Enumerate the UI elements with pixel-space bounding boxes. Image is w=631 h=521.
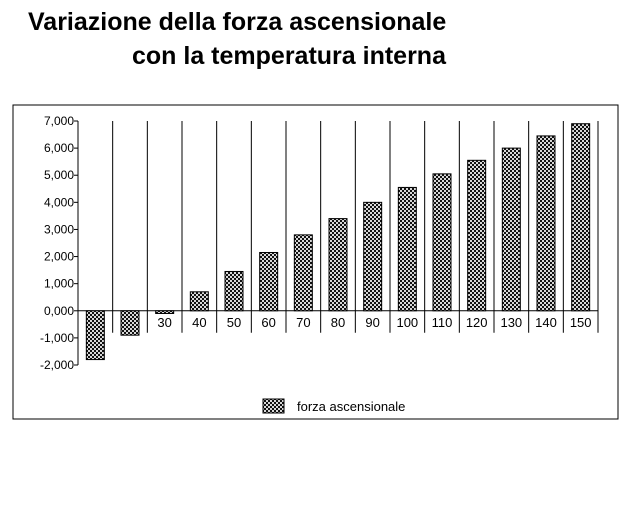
y-tick-label: 1,000 — [44, 277, 74, 291]
x-tick-label: 110 — [432, 315, 453, 330]
y-tick-label: 0,000 — [44, 304, 74, 318]
bar — [328, 218, 348, 312]
y-tick-label: 2,000 — [44, 250, 74, 264]
bar — [432, 173, 452, 312]
y-tick-label: 6,000 — [44, 141, 74, 155]
bar — [397, 186, 417, 312]
x-tick-label: 60 — [261, 315, 275, 330]
x-tick-label-bg — [294, 314, 313, 330]
y-tick-label: 7,000 — [44, 114, 74, 128]
x-tick-label-bg — [429, 314, 455, 330]
bar — [120, 310, 140, 336]
y-tick-label: -2,000 — [40, 358, 74, 372]
x-tick-label-bg — [464, 314, 490, 330]
x-tick-label-bg — [155, 314, 174, 330]
y-tick-label: 4,000 — [44, 195, 74, 209]
bar — [189, 291, 209, 312]
bar — [259, 251, 279, 312]
x-tick-label: 70 — [296, 315, 310, 330]
chart-title-line-1: Variazione della forza ascensionale — [28, 8, 447, 36]
x-tick-label: 100 — [396, 315, 418, 330]
legend-swatch — [262, 398, 285, 414]
bar — [224, 270, 244, 312]
x-tick-label: 50 — [227, 315, 241, 330]
x-tick-label-bg — [394, 314, 420, 330]
bar — [536, 135, 556, 312]
x-tick-label-bg — [533, 314, 559, 330]
x-tick-label: 130 — [500, 315, 522, 330]
bar — [85, 310, 105, 361]
x-tick-label: 80 — [331, 315, 345, 330]
x-tick-label-bg — [498, 314, 524, 330]
chart-frame — [12, 104, 619, 420]
bar — [363, 201, 383, 312]
x-tick-label-bg — [363, 314, 382, 330]
bar — [571, 123, 591, 312]
x-tick-label-bg — [329, 314, 347, 330]
bar — [501, 147, 521, 312]
x-tick-label: 90 — [365, 315, 379, 330]
x-tick-label: 30 — [157, 315, 171, 330]
y-tick-label: 3,000 — [44, 222, 74, 236]
x-tick-label: 120 — [466, 315, 488, 330]
x-tick-label: 140 — [535, 315, 557, 330]
bar — [467, 159, 487, 312]
chart-title-line-2: con la temperatura interna — [132, 42, 446, 70]
x-tick-label-bg — [190, 314, 209, 330]
x-tick-label-bg — [568, 314, 594, 330]
legend-label: forza ascensionale — [297, 399, 405, 414]
x-tick-label-bg — [225, 314, 243, 330]
y-tick-label: -1,000 — [40, 331, 74, 345]
x-tick-label: 150 — [570, 315, 592, 330]
y-tick-label: 5,000 — [44, 168, 74, 182]
x-tick-label: 40 — [192, 315, 206, 330]
bar — [155, 310, 175, 314]
bar — [293, 234, 313, 312]
x-tick-label-bg — [259, 314, 278, 330]
